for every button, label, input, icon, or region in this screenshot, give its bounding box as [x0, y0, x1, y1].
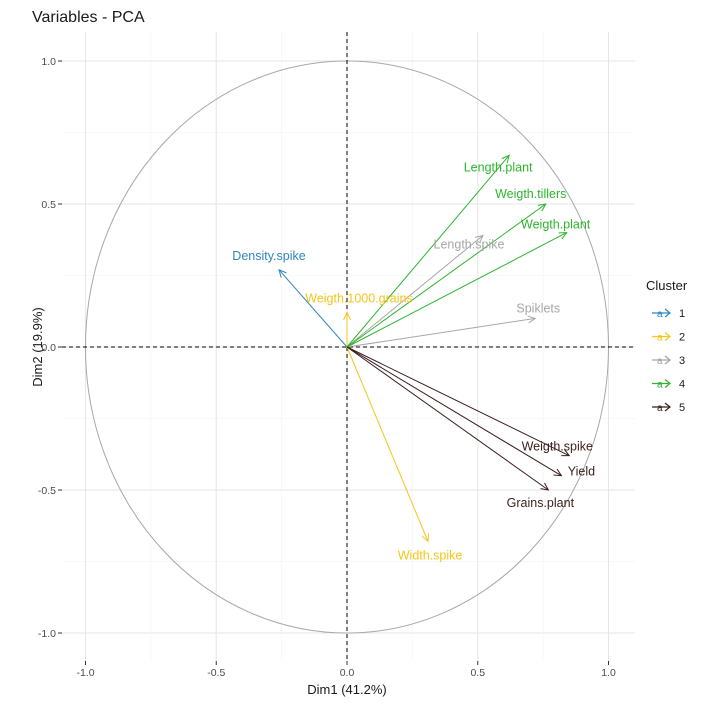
legend-key-glyph: a	[657, 356, 663, 367]
x-tick-label: 0.0	[340, 667, 355, 679]
arrow-weigth-plant	[346, 232, 567, 348]
arrowhead-length-plant	[501, 154, 510, 164]
arrowhead-weigth-plant	[558, 232, 568, 240]
legend-arrowhead-icon	[664, 308, 671, 318]
legend-key-glyph: a	[657, 333, 663, 344]
x-axis-title: Dim1 (41.2%)	[307, 682, 386, 697]
arrowhead-length-spike	[475, 234, 484, 243]
label-spiklets: Spiklets	[516, 301, 560, 315]
y-tick-label: 0.5	[41, 199, 56, 211]
legend-arrowhead-icon	[664, 379, 671, 388]
arrow-length-plant	[346, 155, 510, 348]
reference-lines	[62, 32, 635, 661]
variable-arrows	[278, 154, 571, 543]
legend-key-glyph: a	[657, 380, 663, 391]
legend-arrowhead-icon	[664, 355, 671, 365]
arrowhead-weigth-tillers	[537, 203, 547, 212]
legend-label: 3	[679, 355, 685, 367]
arrow-spiklets	[346, 317, 536, 348]
arrow-grains-plant	[346, 346, 549, 491]
x-tick-label: 1.0	[601, 667, 616, 679]
legend-label: 5	[679, 402, 685, 414]
label-density-spike: Density.spike	[232, 249, 305, 263]
legend: Cluster a 1a 2a 3a 4a 5	[646, 278, 688, 414]
label-length-plant: Length.plant	[464, 160, 533, 174]
arrowhead-spiklets	[527, 315, 537, 324]
label-grains-plant: Grains.plant	[507, 496, 575, 510]
y-tick-label: 1.0	[41, 56, 56, 68]
axis-ticks: -1.0 -0.5 0.0 0.5 1.0 -1.0 -0.5 0.0 0.5 1.0	[38, 56, 616, 679]
legend-title: Cluster	[646, 278, 688, 293]
label-weigth-plant: Weigth.plant	[521, 218, 591, 232]
legend-label: 1	[679, 308, 685, 320]
y-tick-label: -0.5	[38, 485, 56, 497]
arrowhead-density-spike	[278, 268, 287, 278]
y-tick-label: 0.0	[41, 342, 56, 354]
arrow-density-spike	[278, 269, 348, 348]
arrowhead-weigth-1000-grains	[343, 311, 351, 321]
arrowhead-weigth-spike	[561, 449, 571, 457]
label-length-spike: Length.spike	[434, 237, 505, 251]
arrow-yield	[346, 346, 562, 477]
label-width-spike: Width.spike	[398, 548, 463, 562]
legend-arrowhead-icon	[664, 402, 671, 412]
arrow-weigth-tillers	[346, 203, 547, 348]
legend-arrowhead-icon	[664, 332, 671, 341]
arrow-width-spike	[346, 346, 429, 542]
arrow-length-spike	[346, 235, 484, 348]
label-weigth-spike: Weigth.spike	[522, 440, 593, 454]
y-tick-label: -1.0	[38, 628, 56, 640]
label-weigth-1000-grains: Weigth.1000.grains	[305, 292, 412, 306]
label-yield: Yield	[568, 465, 595, 479]
x-tick-label: 0.5	[470, 667, 485, 679]
chart-title: Variables - PCA	[32, 9, 145, 26]
x-tick-label: -0.5	[207, 667, 225, 679]
legend-key-glyph: a	[657, 403, 663, 414]
label-weigth-tillers: Weigth.tillers	[495, 187, 566, 201]
variable-labels: Density.spike Weigth.1000.grains Width.spi…	[232, 160, 595, 562]
legend-label: 2	[679, 332, 685, 344]
legend-key-glyph: a	[657, 309, 663, 320]
arrowhead-width-spike	[421, 533, 430, 543]
x-tick-label: -1.0	[76, 667, 94, 679]
arrowhead-grains-plant	[540, 482, 550, 491]
arrow-weigth-spike	[346, 346, 570, 457]
arrowhead-yield	[553, 468, 563, 477]
y-axis-title: Dim2 (19.9%)	[30, 307, 45, 386]
legend-label: 4	[679, 379, 685, 391]
